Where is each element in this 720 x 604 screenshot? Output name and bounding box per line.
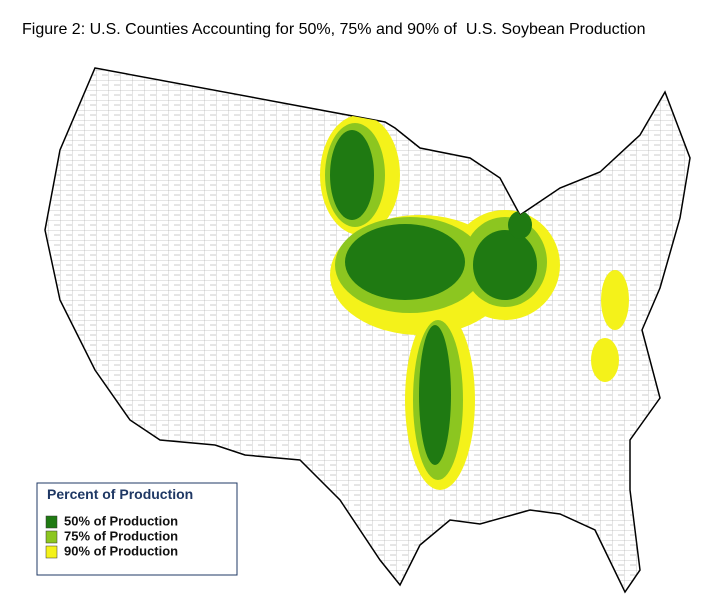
legend-swatch — [45, 515, 58, 529]
region — [419, 325, 451, 465]
legend-swatch — [45, 545, 58, 559]
region — [508, 211, 532, 239]
legend-swatch — [45, 530, 58, 544]
legend-box — [36, 482, 238, 576]
us-map — [44, 67, 691, 594]
region — [330, 130, 374, 220]
region — [601, 270, 629, 330]
legend-label: 90% of Production — [64, 543, 178, 558]
region — [345, 224, 465, 300]
region — [473, 230, 537, 300]
legend-label: 50% of Production — [64, 513, 178, 528]
legend-label: 75% of Production — [64, 528, 178, 543]
figure-title: Figure 2: U.S. Counties Accounting for 5… — [22, 21, 645, 38]
legend: Percent of Production 50% of Production7… — [36, 482, 238, 576]
legend-title: Percent of Production — [47, 486, 193, 502]
production-regions — [45, 68, 690, 592]
zone-50 — [330, 130, 537, 465]
region — [591, 338, 619, 382]
